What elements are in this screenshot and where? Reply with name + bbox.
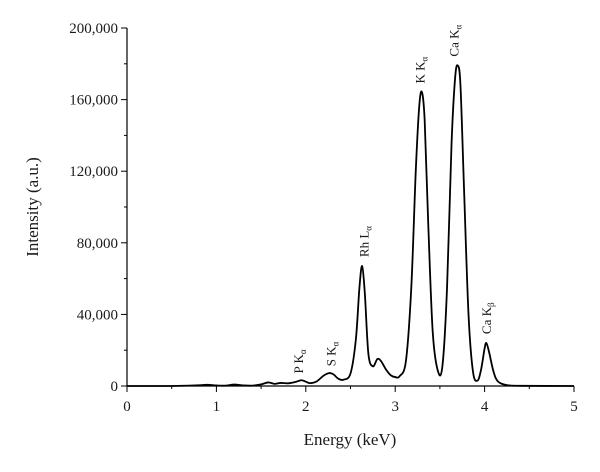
x-tick-label: 2: [302, 399, 310, 415]
peak-label: K Kα: [413, 56, 430, 83]
peak-label: Ca Kβ: [479, 302, 496, 334]
peak-label: S Kα: [323, 341, 340, 366]
x-tick-label: 4: [481, 399, 489, 415]
spectrum-line: [127, 64, 575, 387]
y-tick-label: 200,000: [69, 21, 118, 37]
peak-label: Ca Kα: [447, 25, 464, 57]
y-tick-label: 40,000: [77, 307, 118, 323]
x-axis-title: Energy (keV): [304, 430, 397, 449]
x-tick-label: 5: [570, 399, 578, 415]
y-tick-label: 80,000: [77, 236, 118, 252]
y-tick-label: 0: [111, 379, 119, 395]
x-tick-label: 0: [123, 399, 131, 415]
x-tick-label: 3: [391, 399, 399, 415]
y-axis-title: Intensity (a.u.): [23, 157, 42, 257]
y-tick-label: 160,000: [69, 93, 118, 109]
peak-label: P Kα: [291, 349, 308, 373]
peak-label: Rh Lα: [356, 226, 373, 257]
y-tick-label: 120,000: [69, 164, 118, 180]
x-tick-label: 1: [213, 399, 221, 415]
